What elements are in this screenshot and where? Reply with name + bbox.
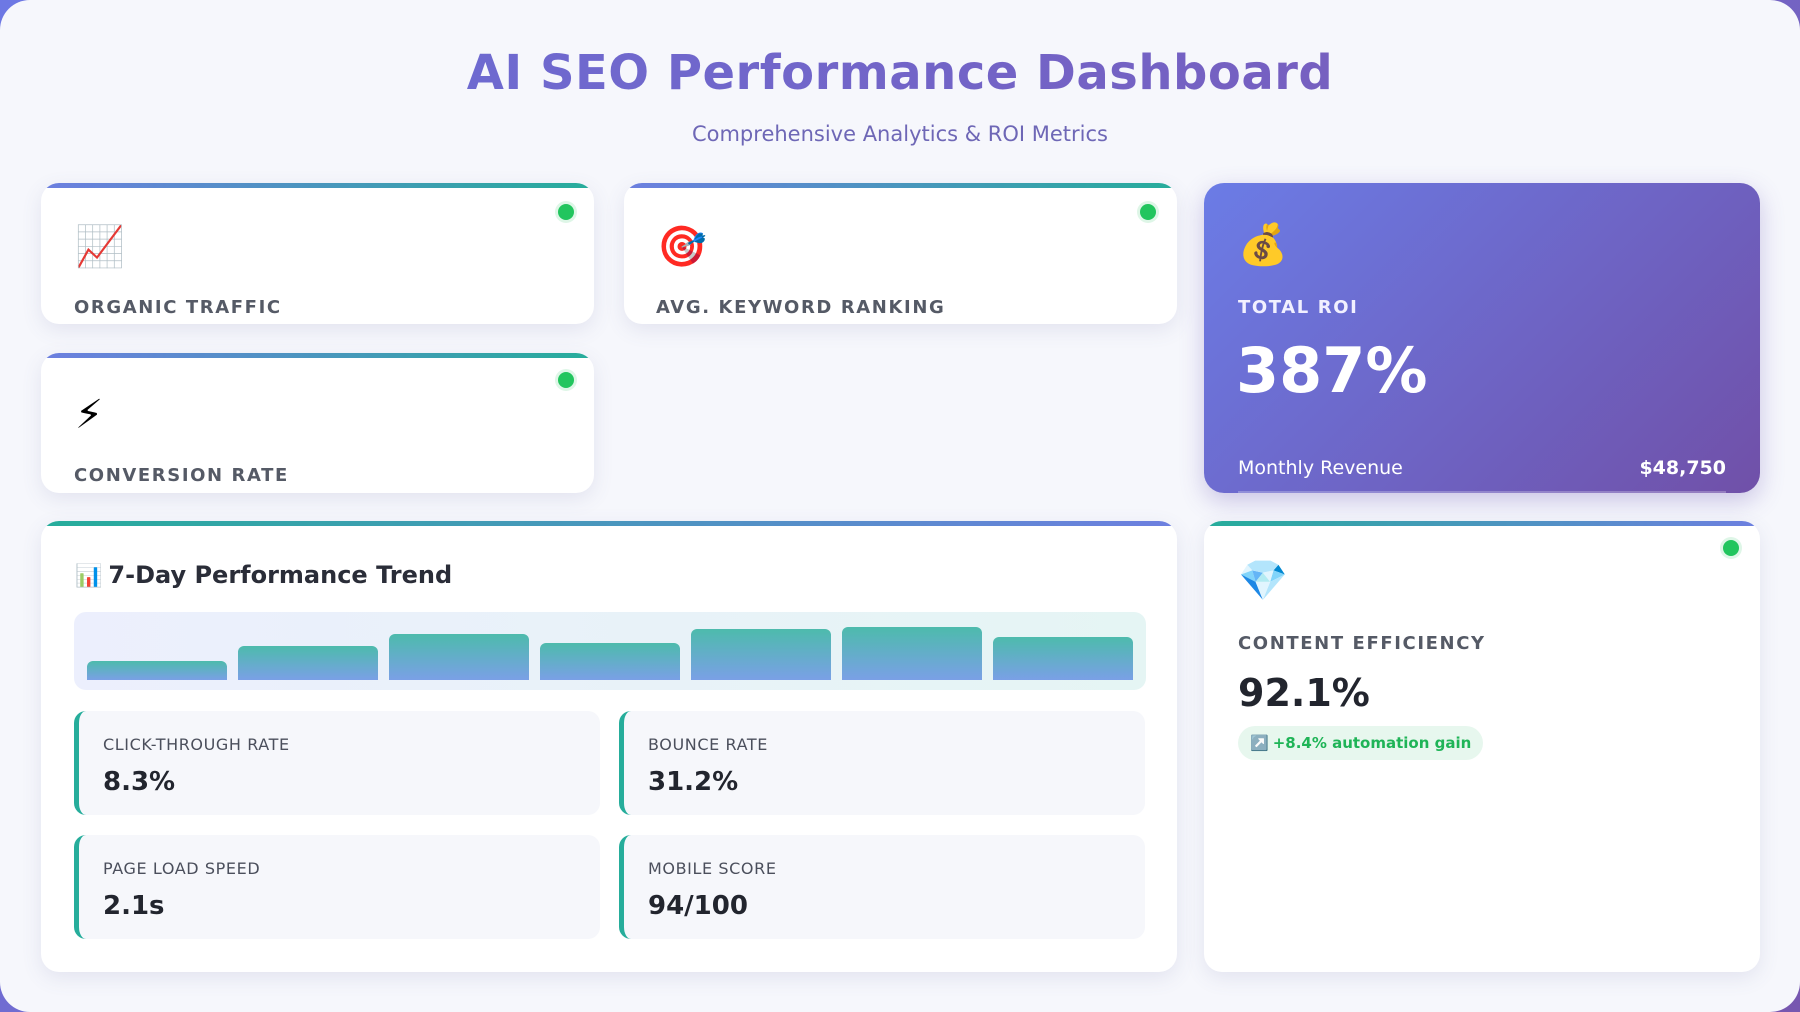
- stat-mobile-score[interactable]: MOBILE SCORE 94/100: [619, 835, 1145, 939]
- conversion-rate-card[interactable]: ⚡ CONVERSION RATE: [41, 353, 594, 493]
- stat-page-load-speed[interactable]: PAGE LOAD SPEED 2.1s: [74, 835, 600, 939]
- status-dot: [558, 204, 574, 220]
- stat-label: PAGE LOAD SPEED: [103, 859, 261, 878]
- stat-click-through-rate[interactable]: CLICK-THROUGH RATE 8.3%: [74, 711, 600, 815]
- trend-bar: [540, 643, 680, 680]
- keyword-ranking-card[interactable]: 🎯 AVG. KEYWORD RANKING: [624, 183, 1177, 324]
- status-dot: [1140, 204, 1156, 220]
- stat-label: MOBILE SCORE: [648, 859, 777, 878]
- target-icon: 🎯: [657, 224, 707, 270]
- total-roi-label: TOTAL ROI: [1238, 297, 1359, 318]
- page-title: AI SEO Performance Dashboard: [0, 40, 1800, 106]
- lightning-icon: ⚡: [75, 392, 104, 438]
- content-efficiency-value: 92.1%: [1238, 671, 1370, 715]
- trend-title-text: 7-Day Performance Trend: [108, 561, 453, 589]
- trend-bar: [993, 636, 1133, 680]
- stat-value: 94/100: [648, 891, 748, 921]
- stat-value: 31.2%: [648, 767, 739, 797]
- automation-gain-text: +8.4% automation gain: [1272, 734, 1472, 752]
- chart-increasing-icon: 📈: [75, 224, 125, 270]
- status-dot: [558, 372, 574, 388]
- money-bag-icon: 💰: [1238, 222, 1288, 268]
- trend-bar: [238, 646, 378, 680]
- trend-title: 📊 7-Day Performance Trend: [75, 561, 452, 589]
- performance-trend-card: 📊 7-Day Performance Trend CLICK-THROUGH R…: [41, 521, 1177, 972]
- trend-bar: [389, 633, 529, 680]
- monthly-revenue-value: $48,750: [1639, 457, 1726, 479]
- trend-chart: [74, 612, 1146, 690]
- bar-chart-icon: 📊: [75, 564, 103, 589]
- total-roi-value: 387%: [1236, 334, 1428, 407]
- status-dot: [1723, 540, 1739, 556]
- stat-bounce-rate[interactable]: BOUNCE RATE 31.2%: [619, 711, 1145, 815]
- stat-label: CLICK-THROUGH RATE: [103, 735, 290, 754]
- header: AI SEO Performance Dashboard Comprehensi…: [0, 40, 1800, 146]
- keyword-ranking-label: AVG. KEYWORD RANKING: [656, 297, 946, 318]
- conversion-rate-label: CONVERSION RATE: [74, 465, 289, 486]
- trend-bar: [87, 660, 227, 680]
- organic-traffic-card[interactable]: 📈 ORGANIC TRAFFIC: [41, 183, 594, 324]
- stat-label: BOUNCE RATE: [648, 735, 768, 754]
- organic-traffic-label: ORGANIC TRAFFIC: [74, 297, 282, 318]
- trend-bar: [691, 628, 831, 680]
- stat-value: 8.3%: [103, 767, 176, 797]
- stat-value: 2.1s: [103, 891, 165, 921]
- gem-icon: 💎: [1238, 558, 1288, 604]
- content-efficiency-card[interactable]: 💎 CONTENT EFFICIENCY 92.1% ↗️ +8.4% autom…: [1204, 521, 1760, 972]
- arrow-up-right-icon: ↗️: [1250, 734, 1269, 752]
- trend-bar: [842, 626, 982, 680]
- page-subtitle: Comprehensive Analytics & ROI Metrics: [691, 122, 1109, 146]
- monthly-revenue-row: Monthly Revenue $48,750: [1238, 457, 1726, 493]
- total-roi-card[interactable]: 💰 TOTAL ROI 387% Monthly Revenue $48,750: [1204, 183, 1760, 493]
- automation-gain-badge: ↗️ +8.4% automation gain: [1238, 726, 1484, 760]
- content-efficiency-label: CONTENT EFFICIENCY: [1238, 633, 1486, 654]
- monthly-revenue-label: Monthly Revenue: [1238, 457, 1403, 479]
